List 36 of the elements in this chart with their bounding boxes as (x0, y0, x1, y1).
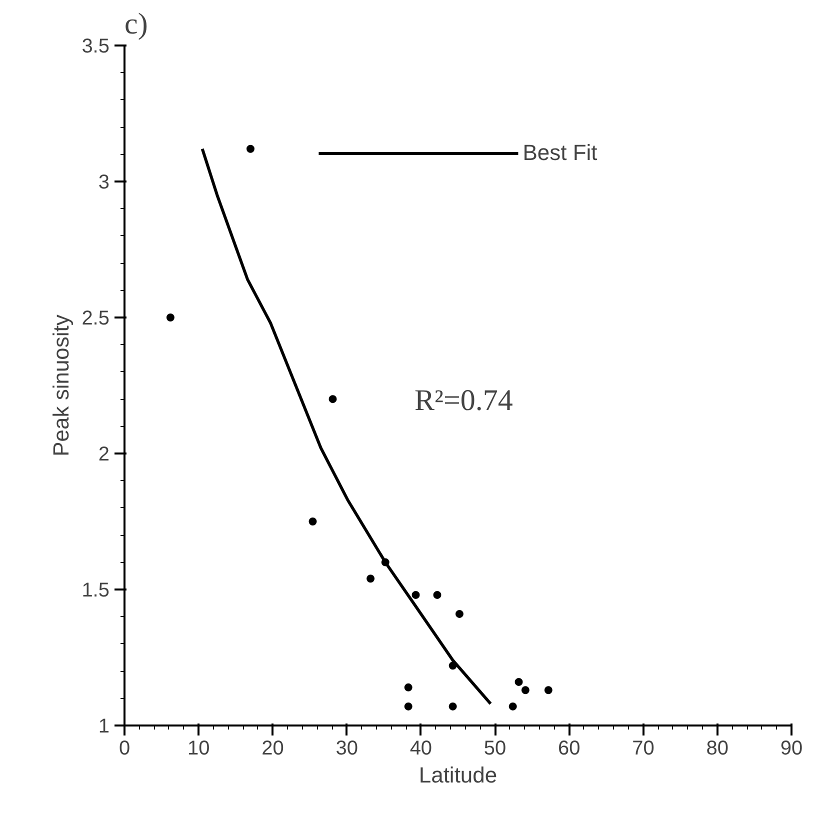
point (544, 686, 552, 694)
point (404, 702, 412, 710)
point (514, 678, 523, 686)
point (448, 702, 457, 710)
x-tick-label: 70 (632, 738, 654, 760)
chart-title: c) (124, 8, 148, 40)
y-tick-label: 2.5 (82, 308, 110, 330)
point (508, 702, 517, 710)
y-tick-label: 1.5 (82, 580, 110, 602)
x-tick-label: 40 (410, 738, 432, 760)
text: Best Fit (522, 140, 598, 166)
y-tick-label: 3.5 (82, 36, 110, 58)
x-tick-label: 60 (558, 738, 580, 760)
x-tick-label: 50 (484, 738, 506, 760)
point (521, 686, 530, 694)
y-tick-label: 3 (98, 172, 110, 194)
point (433, 590, 442, 599)
x-tick-label: 20 (262, 738, 284, 760)
annotation: R²=0.74 (414, 384, 513, 417)
x-tick-label: 30 (336, 738, 358, 760)
x-tick-label: 10 (187, 738, 210, 760)
point (455, 610, 464, 618)
x-axis-title: Latitude (418, 762, 498, 788)
y-axis-title: Peak sinuosity (48, 314, 74, 456)
point (308, 518, 317, 526)
point (246, 144, 254, 153)
y-tick-label: 1 (98, 716, 110, 738)
x-tick-label: 90 (780, 738, 803, 760)
point (412, 590, 420, 599)
x-tick-label: 80 (706, 738, 729, 760)
point (366, 574, 375, 583)
y-tick-label: 2 (98, 444, 110, 466)
x-tick-label: 0 (118, 738, 130, 760)
point (404, 683, 412, 692)
point (328, 395, 337, 404)
point (166, 314, 174, 322)
